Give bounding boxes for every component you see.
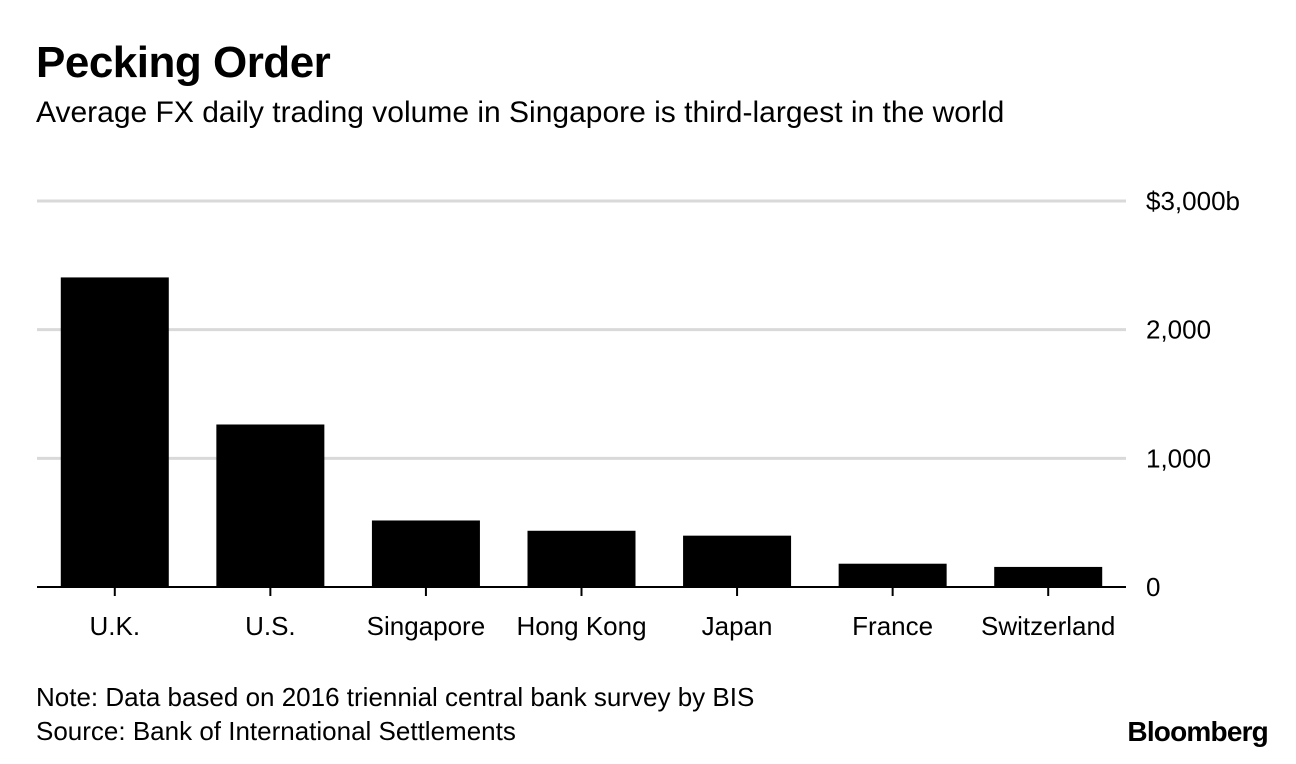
x-tick-label: Singapore [367,611,486,641]
chart-subtitle: Average FX daily trading volume in Singa… [36,96,1005,129]
chart-title: Pecking Order [36,38,331,87]
y-tick-label: 2,000 [1146,315,1211,345]
bar [838,563,947,587]
x-tick-label: Hong Kong [516,611,646,641]
bar [683,535,792,587]
bar [216,424,325,587]
y-tick-label: 1,000 [1146,443,1211,473]
y-tick-label: $3,000b [1146,186,1240,216]
bloomberg-logo: Bloomberg [1127,716,1268,747]
x-tick-label: Switzerland [981,611,1115,641]
bar [527,530,636,587]
x-tick-label: U.S. [245,611,296,641]
bar [994,566,1103,587]
bar [371,520,480,587]
x-tick-label: U.K. [89,611,140,641]
x-tick-label: France [852,611,933,641]
y-tick-label: 0 [1146,572,1160,602]
chart-source: Source: Bank of International Settlement… [36,716,516,746]
chart-note: Note: Data based on 2016 triennial centr… [36,682,755,712]
bar [60,277,169,587]
x-tick-label: Japan [702,611,773,641]
